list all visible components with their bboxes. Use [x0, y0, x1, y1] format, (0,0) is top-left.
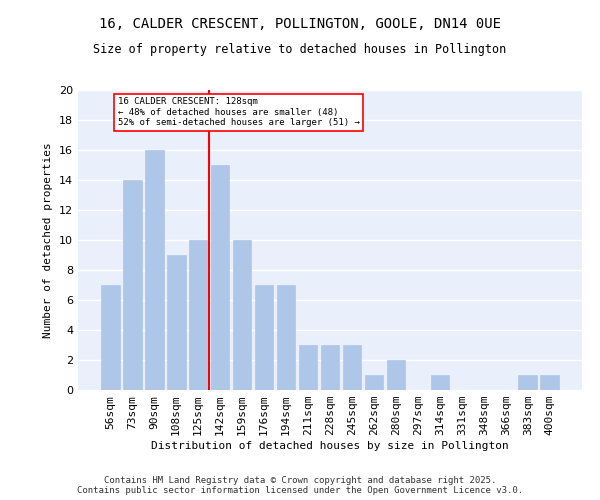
Bar	[233, 240, 251, 390]
Bar	[145, 150, 164, 390]
Bar	[189, 240, 208, 390]
Bar	[386, 360, 405, 390]
Y-axis label: Number of detached properties: Number of detached properties	[43, 142, 53, 338]
Bar	[255, 285, 274, 390]
Text: 16 CALDER CRESCENT: 128sqm
← 48% of detached houses are smaller (48)
52% of semi: 16 CALDER CRESCENT: 128sqm ← 48% of deta…	[118, 98, 360, 128]
Text: Size of property relative to detached houses in Pollington: Size of property relative to detached ho…	[94, 42, 506, 56]
Text: 16, CALDER CRESCENT, POLLINGTON, GOOLE, DN14 0UE: 16, CALDER CRESCENT, POLLINGTON, GOOLE, …	[99, 18, 501, 32]
Text: Contains HM Land Registry data © Crown copyright and database right 2025.
Contai: Contains HM Land Registry data © Crown c…	[77, 476, 523, 495]
Bar	[320, 345, 340, 390]
X-axis label: Distribution of detached houses by size in Pollington: Distribution of detached houses by size …	[151, 441, 509, 451]
Bar	[123, 180, 142, 390]
Bar	[343, 345, 361, 390]
Bar	[541, 375, 559, 390]
Bar	[431, 375, 449, 390]
Bar	[365, 375, 383, 390]
Bar	[101, 285, 119, 390]
Bar	[167, 255, 185, 390]
Bar	[277, 285, 295, 390]
Bar	[211, 165, 229, 390]
Bar	[299, 345, 317, 390]
Bar	[518, 375, 537, 390]
